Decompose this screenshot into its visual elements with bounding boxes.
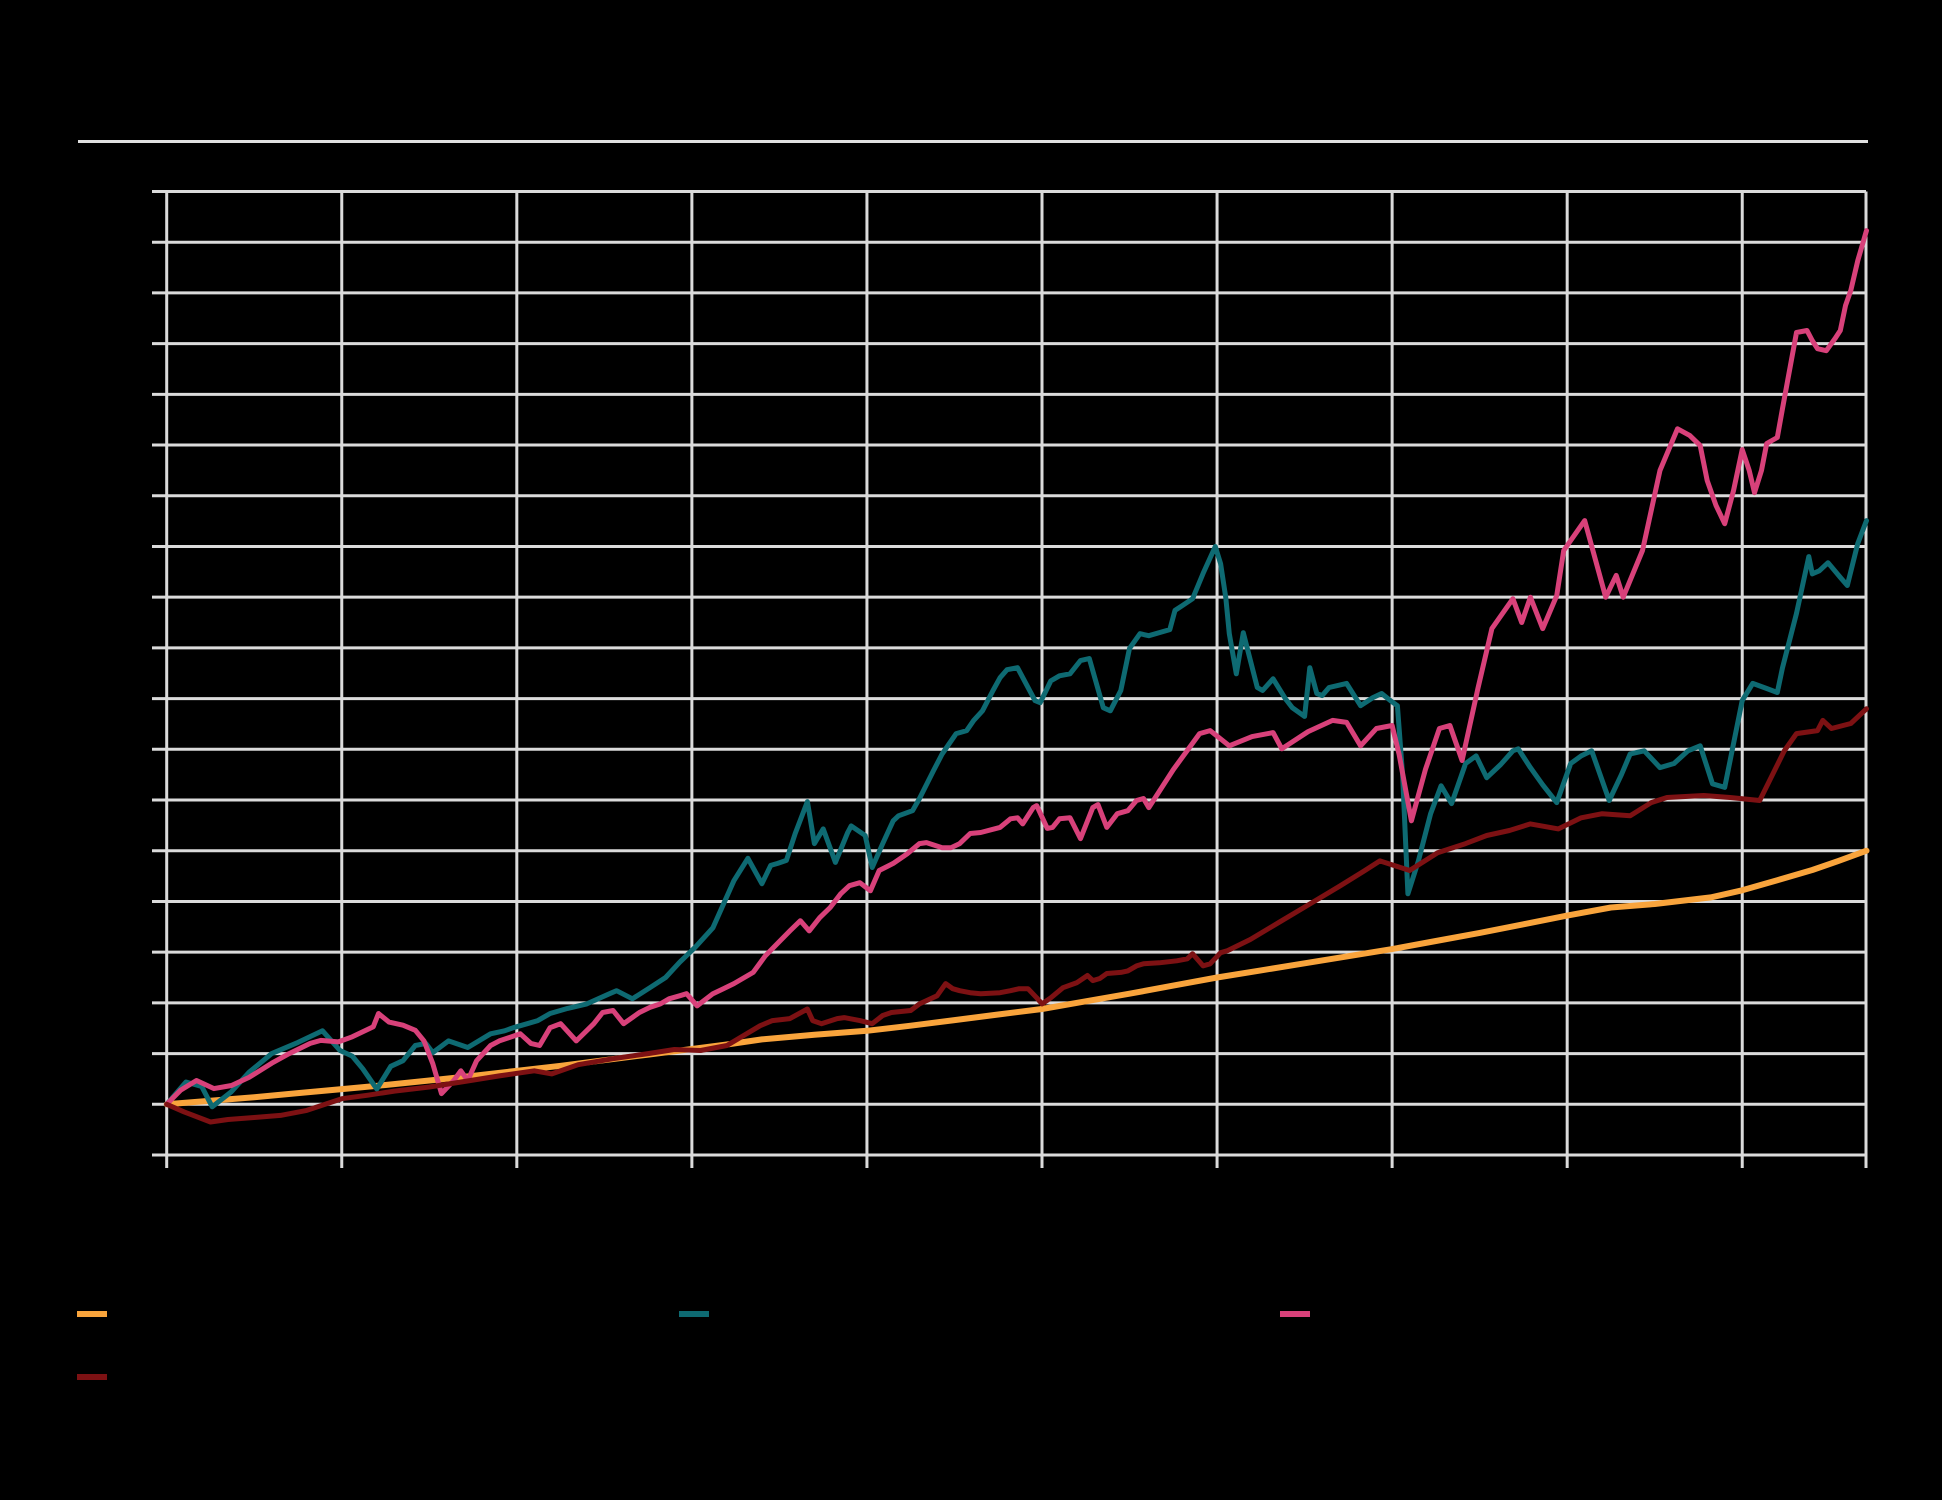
horizontal-gridlines [152,190,1866,1157]
title-rule [78,140,1868,143]
series-1-amber-line [163,847,1870,1108]
series-3-pink-line [164,228,1869,1107]
series-4-darkred-line [164,706,1869,1125]
series-lines [163,228,1870,1125]
vertical-gridlines-and-ticks [165,191,1868,1168]
series-2-teal-line [164,518,1869,1110]
